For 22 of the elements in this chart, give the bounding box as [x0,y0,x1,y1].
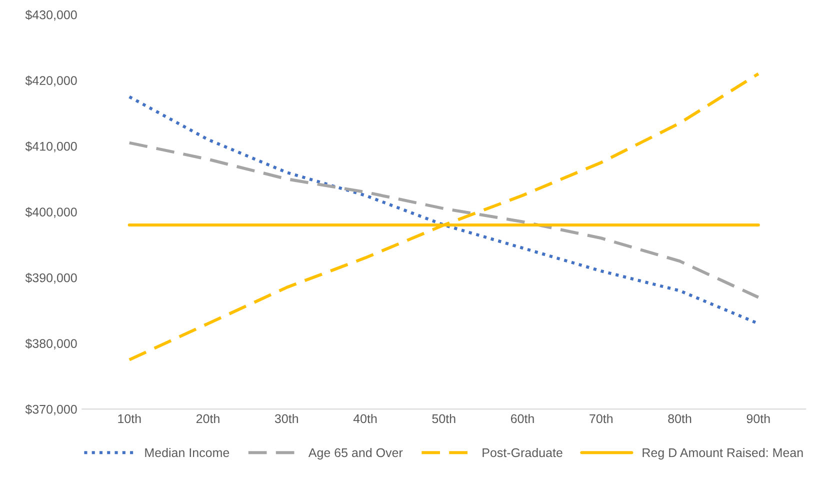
legend-label: Reg D Amount Raised: Mean [642,448,803,460]
y-tick-label: $390,000 [25,272,77,284]
y-tick-label: $370,000 [25,404,77,416]
y-tick-label: $380,000 [25,338,77,350]
x-tick-label: 30th [274,414,298,424]
legend-label: Post-Graduate [482,448,562,458]
x-tick-label: 50th [432,414,456,424]
x-tick-label: 90th [746,414,770,424]
x-tick-label: 60th [510,414,534,424]
y-tick-label: $400,000 [25,207,77,218]
legend-label: Median Income [145,448,230,458]
line-series [128,72,760,362]
x-tick-label: 10th [118,414,141,424]
legend-label: Age 65 and Over [308,448,403,460]
y-tick-label: $410,000 [25,141,77,152]
x-tick-label: 70th [590,414,612,424]
x-tick-label: 40th [353,414,377,424]
line-series [128,141,760,299]
y-tick-label: $420,000 [25,76,77,86]
y-tick-label: $430,000 [25,10,77,21]
x-tick-label: 80th [668,414,692,424]
x-tick-label: 20th [196,414,220,424]
